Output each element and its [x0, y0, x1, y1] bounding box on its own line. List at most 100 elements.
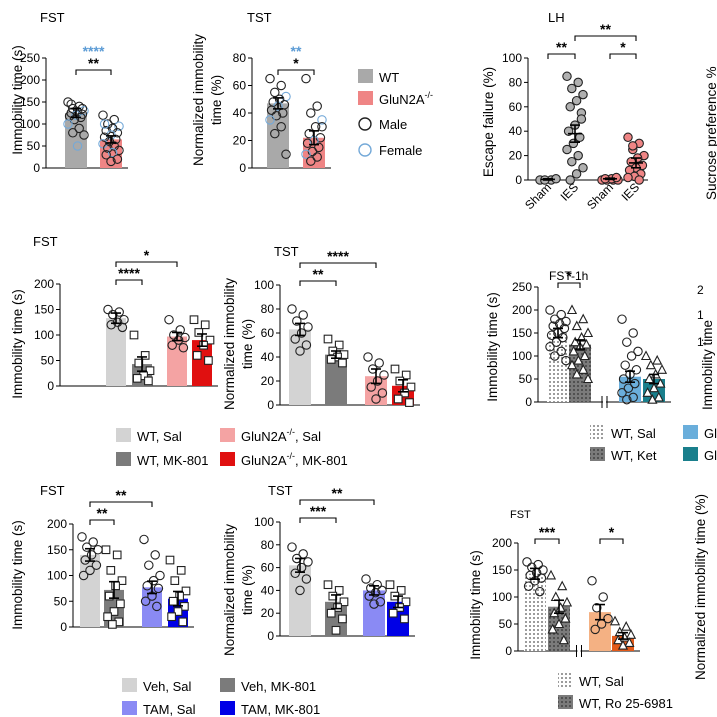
point-fst4	[598, 592, 608, 602]
point-fst1	[112, 154, 123, 164]
point-tst1	[276, 122, 286, 132]
y-tick-label-tst2: 100	[254, 278, 274, 292]
point-fst2	[192, 351, 202, 360]
point-fst4	[558, 634, 569, 645]
legends-layer: WT GluN2A-/- Male Female WT, Sal GluN2A-/-, S…	[116, 69, 717, 717]
legend-glun2a-swatch	[358, 91, 373, 105]
y-tick-label-lh: 100	[502, 51, 522, 65]
point-fst3	[175, 591, 184, 601]
y-tick-label-fst3: 150	[47, 543, 67, 557]
point-tst3	[301, 574, 312, 584]
y-axis-label-fst3: Immobility time (s)	[10, 520, 25, 630]
point-fst1	[63, 119, 73, 129]
point-tst1	[265, 73, 275, 84]
point-fst1h	[556, 309, 566, 320]
point-fst3	[112, 550, 122, 560]
point-fst1h	[566, 304, 578, 315]
y-tick-label-fst4: 150	[492, 563, 512, 577]
sig-label-lh: **	[556, 39, 567, 55]
bar-fst1-0	[65, 113, 87, 168]
point-fst3	[116, 599, 125, 609]
point-fst3	[82, 542, 92, 552]
point-fst2	[112, 317, 123, 327]
point-fst1h	[617, 388, 627, 398]
point-fst4	[522, 557, 532, 567]
legend-wt-swatch	[358, 69, 373, 83]
sig-label-fst2: ****	[118, 265, 140, 281]
row3-right-ylabel-cropped: Normalized immobility time (%)	[693, 494, 708, 680]
y-tick-label-lh: 0	[515, 173, 522, 187]
y-tick-label-tst1: 80	[233, 51, 247, 65]
legend-veh-mk801: Veh, MK-801	[220, 678, 316, 694]
point-tst3	[369, 599, 379, 609]
legend-veh-sal: Veh, Sal	[122, 678, 192, 694]
point-fst1h	[582, 327, 594, 338]
y-tick-label-fst3: 200	[47, 517, 67, 531]
legend-ket-gl1: Gl	[683, 425, 717, 441]
legend-glun2a-sal: GluN2A-/-, Sal	[220, 427, 321, 444]
panel-fst3: FST Immobility time (s) 0 50 100 150 200 ** **	[10, 483, 194, 634]
point-fst3	[78, 570, 89, 581]
point-fst3	[168, 596, 178, 606]
point-fst4	[553, 618, 565, 629]
point-fst1	[68, 128, 78, 138]
cropped-panels-layer: Sucrose preference % Immobility time 2 1…	[693, 66, 717, 680]
point-fst3	[140, 596, 151, 606]
y-tick-label-fst1: 100	[20, 117, 40, 131]
point-fst1	[112, 128, 123, 138]
point-fst3	[88, 537, 98, 547]
point-fst1h	[578, 313, 589, 324]
legend-ket-wt-sal-label: WT, Sal	[611, 426, 656, 441]
point-lh	[623, 172, 633, 183]
y-tick-label-fst4: 200	[492, 536, 512, 550]
point-lh	[578, 163, 588, 173]
point-tst1	[266, 105, 277, 116]
point-fst1h	[652, 354, 663, 365]
sig-bracket-tst2	[299, 262, 377, 268]
y-tick-label-fst3: 100	[47, 569, 67, 583]
legend-wt-label: WT	[379, 70, 399, 85]
point-fst1h	[561, 355, 571, 366]
point-fst3	[77, 532, 87, 542]
y-tick-label-fst4: 100	[492, 590, 512, 604]
point-fst1	[98, 110, 108, 120]
panel-fst2: FST Immobility time (s) 0 50 100 150 200 *****	[10, 234, 218, 399]
point-tst2	[303, 322, 313, 332]
y-tick-label-lh: 80	[509, 75, 523, 89]
y-tick-label-fst2: 50	[41, 354, 55, 368]
y-tick-label-fst1h: 150	[512, 326, 532, 340]
point-fst4	[625, 629, 637, 639]
point-fst3	[152, 601, 162, 612]
point-fst1h	[566, 359, 578, 370]
panel-tst1: TST Normalized immobility time (%) 0 20 40 60 8…	[191, 10, 331, 175]
point-lh	[565, 175, 575, 185]
sig-bracket-fst1	[75, 69, 112, 75]
legend-glun2a-mk801-label: GluN2A-/-, MK-801	[241, 451, 348, 468]
point-tst3	[361, 574, 371, 584]
bar-fst2-0	[106, 318, 126, 386]
point-tst3	[385, 580, 395, 590]
chart-title-fst2: FST	[33, 234, 58, 249]
point-tst1	[301, 149, 311, 160]
point-tst2	[406, 382, 416, 392]
point-tst1	[317, 115, 327, 125]
legend-ro-wt-ro-swatch	[558, 695, 573, 709]
legend-tam-mk801: TAM, MK-801	[220, 701, 320, 717]
point-tst2	[338, 358, 347, 368]
sig-label-fst4: ***	[539, 524, 556, 540]
point-fst3	[117, 576, 127, 585]
point-fst1h	[545, 342, 555, 352]
sig-label-tst1: *	[293, 55, 299, 71]
point-tst3	[333, 603, 342, 612]
row2-right-tick-3: 1	[697, 335, 704, 349]
sig-bracket-fst4	[599, 538, 624, 544]
point-tst2	[287, 304, 297, 314]
bar-fst3-0	[80, 554, 100, 627]
point-fst1h	[648, 382, 660, 393]
sig-label-tst2: **	[313, 266, 324, 282]
point-fst1h	[579, 350, 590, 361]
point-fst3	[106, 565, 116, 575]
point-lh	[571, 95, 582, 106]
point-tst3	[323, 580, 333, 590]
point-fst2	[106, 320, 116, 330]
